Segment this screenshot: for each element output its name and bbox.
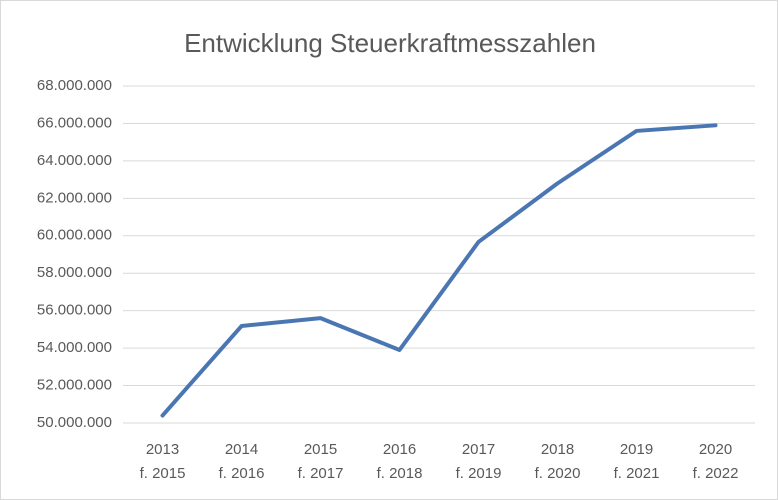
y-tick-label: 58.000.000 bbox=[37, 264, 112, 281]
x-tick-label: 2018 f. 2020 bbox=[535, 441, 581, 482]
x-tick-label-line: 2017 bbox=[462, 441, 495, 458]
x-tick-label-line: 2016 bbox=[383, 441, 416, 458]
x-tick-label: 2016 f. 2018 bbox=[377, 441, 423, 482]
x-tick-label-line: f. 2021 bbox=[614, 465, 660, 482]
y-tick-label: 66.000.000 bbox=[37, 114, 112, 131]
x-tick-label-line: f. 2016 bbox=[219, 465, 265, 482]
y-tick-label: 56.000.000 bbox=[37, 302, 112, 319]
chart-title: Entwicklung Steuerkraftmesszahlen bbox=[184, 28, 596, 58]
y-tick-label: 52.000.000 bbox=[37, 377, 112, 394]
x-tick-label: 2020 f. 2022 bbox=[693, 441, 739, 482]
x-tick-label: 2013 f. 2015 bbox=[140, 441, 186, 482]
x-tick-label-line: f. 2022 bbox=[693, 465, 739, 482]
y-tick-label: 62.000.000 bbox=[37, 189, 112, 206]
x-tick-label-line: 2015 bbox=[304, 441, 337, 458]
x-tick-label: 2014 f. 2016 bbox=[219, 441, 265, 482]
x-tick-label-line: 2019 bbox=[620, 441, 653, 458]
y-tick-label: 54.000.000 bbox=[37, 339, 112, 356]
x-tick-label-line: 2014 bbox=[225, 441, 258, 458]
line bbox=[160, 123, 718, 418]
x-tick-label-line: 2020 bbox=[699, 441, 732, 458]
y-tick-label: 68.000.000 bbox=[37, 77, 112, 94]
x-tick-label-line: 2013 bbox=[146, 441, 179, 458]
x-tick-label: 2019 f. 2021 bbox=[614, 441, 660, 482]
y-tick-label: 60.000.000 bbox=[37, 227, 112, 244]
x-tick-label-line: f. 2019 bbox=[456, 465, 502, 482]
y-tick-label: 64.000.000 bbox=[37, 152, 112, 169]
x-tick-label: 2017 f. 2019 bbox=[456, 441, 502, 482]
y-tick-label: 50.000.000 bbox=[37, 414, 112, 431]
x-tick-label-line: f. 2015 bbox=[140, 465, 186, 482]
x-tick-label-line: f. 2018 bbox=[377, 465, 423, 482]
x-tick-label-line: f. 2020 bbox=[535, 465, 581, 482]
x-tick-label-line: 2018 bbox=[541, 441, 574, 458]
x-tick-label-line: f. 2017 bbox=[298, 465, 344, 482]
x-tick-label: 2015 f. 2017 bbox=[298, 441, 344, 482]
